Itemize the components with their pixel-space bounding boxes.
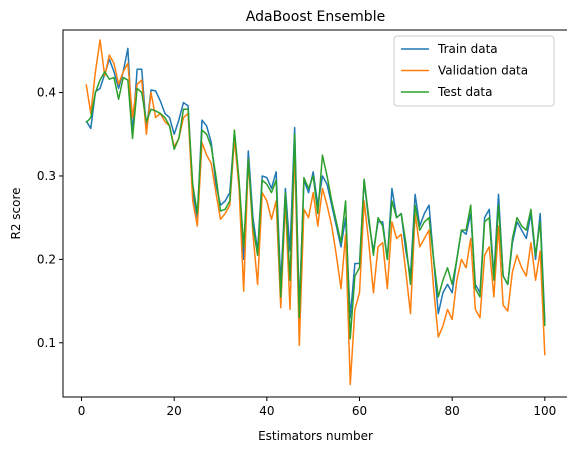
legend-label-train-data: Train data [437, 42, 498, 56]
legend: Train data Validation data Test data [393, 35, 555, 107]
series-layer [85, 39, 546, 386]
chart-title: AdaBoost Ensemble [246, 9, 385, 25]
x-axis-label: Estimators number [258, 429, 373, 443]
series-line-validation-data [85, 39, 546, 386]
plot-frame [62, 29, 567, 398]
legend-label-validation-data: Validation data [438, 64, 528, 78]
y-axis-label: R2 score [9, 187, 23, 239]
series-line-test-data [85, 70, 546, 340]
y-tick-label: 0.4 [37, 86, 56, 100]
y-tick-label: 0.1 [37, 336, 56, 350]
legend-label-test-data: Test data [437, 85, 492, 99]
y-tick-label: 0.3 [37, 169, 56, 183]
x-tick-label: 40 [259, 404, 274, 418]
x-tick-label: 80 [445, 404, 460, 418]
ticks-layer: 0 20 40 60 80 100 0.1 0.2 0.3 0.4 [37, 86, 556, 418]
legend-box [393, 35, 555, 107]
series-line-train-data [85, 47, 546, 322]
y-tick-label: 0.2 [37, 252, 56, 266]
axes-layer [62, 29, 567, 398]
x-tick-label: 60 [352, 404, 367, 418]
x-tick-label: 100 [533, 404, 556, 418]
x-tick-label: 0 [78, 404, 86, 418]
x-tick-label: 20 [167, 404, 182, 418]
